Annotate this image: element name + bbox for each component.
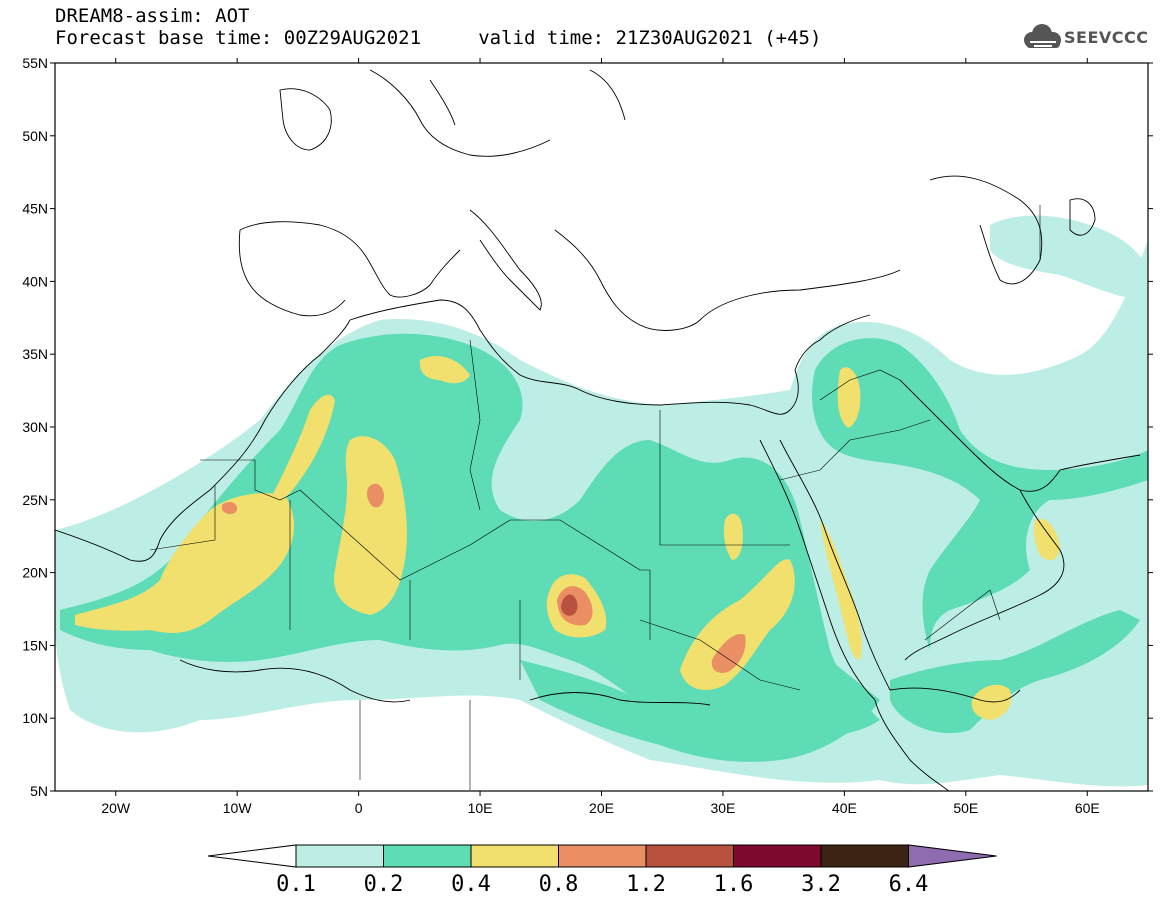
- aot-band-0.8-mauritania: [222, 501, 238, 515]
- lon-tick-label: 50E: [953, 800, 978, 816]
- colorbar-label: 0.8: [539, 872, 579, 897]
- aot-band-0.4-westsahara: [270, 394, 335, 502]
- aot-band-0.8-sudan: [711, 634, 746, 673]
- colorbar: 0.1 0.2 0.4 0.8 1.2 1.6 3.2 6.4: [207, 844, 997, 897]
- lat-tick-label: 5N: [30, 783, 48, 799]
- map-title: DREAM8-assim: AOT: [55, 5, 250, 27]
- lon-tick-label: 40E: [832, 800, 857, 816]
- lon-tick-label: 60E: [1075, 800, 1100, 816]
- lon-tick-label: 10E: [468, 800, 493, 816]
- coastlines: [55, 69, 1141, 791]
- lon-tick-label: 20E: [589, 800, 614, 816]
- colorbar-segment: [820, 844, 909, 868]
- aot-band-0.4-algeria: [334, 436, 407, 615]
- colorbar-segment: [645, 844, 734, 868]
- aot-band-0.2-sahara-west: [60, 333, 880, 741]
- aot-band-0.4-iraq: [837, 367, 861, 428]
- longitude-axis: 20W 10W 0 10E 20E 30E 40E 50E 60E: [101, 58, 1100, 816]
- lon-tick-label: 10W: [223, 800, 253, 816]
- lon-tick-label: 30E: [710, 800, 735, 816]
- aot-band-0.2-arabia: [812, 338, 1148, 650]
- lat-tick-label: 20N: [22, 565, 48, 581]
- colorbar-segment: [733, 844, 822, 868]
- aot-band-0.4-tunisia: [419, 355, 470, 384]
- seevccc-logo: [1024, 24, 1061, 48]
- lat-tick-label: 10N: [22, 710, 48, 726]
- latitude-axis: 55N 50N 45N 40N 35N 30N 25N 20N 15N 10N 5N: [22, 55, 1153, 799]
- colorbar-high-arrow: [908, 844, 997, 868]
- lat-tick-label: 35N: [22, 346, 48, 362]
- colorbar-label: 3.2: [801, 872, 841, 897]
- colorbar-label: 6.4: [889, 872, 929, 897]
- aot-band-1.2-chad: [561, 594, 578, 616]
- colorbar-label: 0.1: [276, 872, 316, 897]
- lat-tick-label: 45N: [22, 201, 48, 217]
- aot-band-0.2-gulf-aden: [890, 610, 1140, 734]
- lat-tick-label: 25N: [22, 492, 48, 508]
- colorbar-label: 1.2: [626, 872, 666, 897]
- forecast-times: Forecast base time: 00Z29AUG2021 valid t…: [55, 27, 822, 49]
- aot-band-0.2-sahel: [520, 660, 880, 762]
- aot-band-0.4-redsea: [820, 520, 862, 660]
- lat-tick-label: 50N: [22, 128, 48, 144]
- colorbar-label: 0.2: [364, 872, 404, 897]
- lon-tick-label: 0: [355, 800, 363, 816]
- lat-tick-label: 40N: [22, 273, 48, 289]
- aot-band-0.4-oman: [1033, 518, 1060, 561]
- colorbar-segment: [558, 844, 647, 868]
- aot-band-0.1-caspian: [990, 215, 1148, 300]
- aot-band-0.8-algeria: [367, 483, 384, 508]
- aot-fields: [55, 215, 1148, 787]
- lat-tick-label: 15N: [22, 637, 48, 653]
- lat-tick-label: 30N: [22, 419, 48, 435]
- aot-band-0.4-somalia: [971, 684, 1012, 720]
- lat-tick-label: 55N: [22, 55, 48, 71]
- aot-band-0.4-mauritania: [75, 493, 295, 633]
- lon-tick-label: 20W: [101, 800, 131, 816]
- colorbar-segment: [383, 844, 472, 868]
- colorbar-segment: [470, 844, 559, 868]
- aot-band-0.4-sudan: [680, 559, 795, 690]
- country-borders: [149, 205, 1041, 790]
- aot-band-0.4-sudan-north: [723, 513, 743, 560]
- colorbar-segment: [295, 844, 384, 868]
- logo-text: SEEVCCC: [1064, 28, 1149, 47]
- colorbar-label: 0.4: [451, 872, 491, 897]
- colorbar-low-arrow: [207, 844, 297, 868]
- colorbar-label: 1.6: [714, 872, 754, 897]
